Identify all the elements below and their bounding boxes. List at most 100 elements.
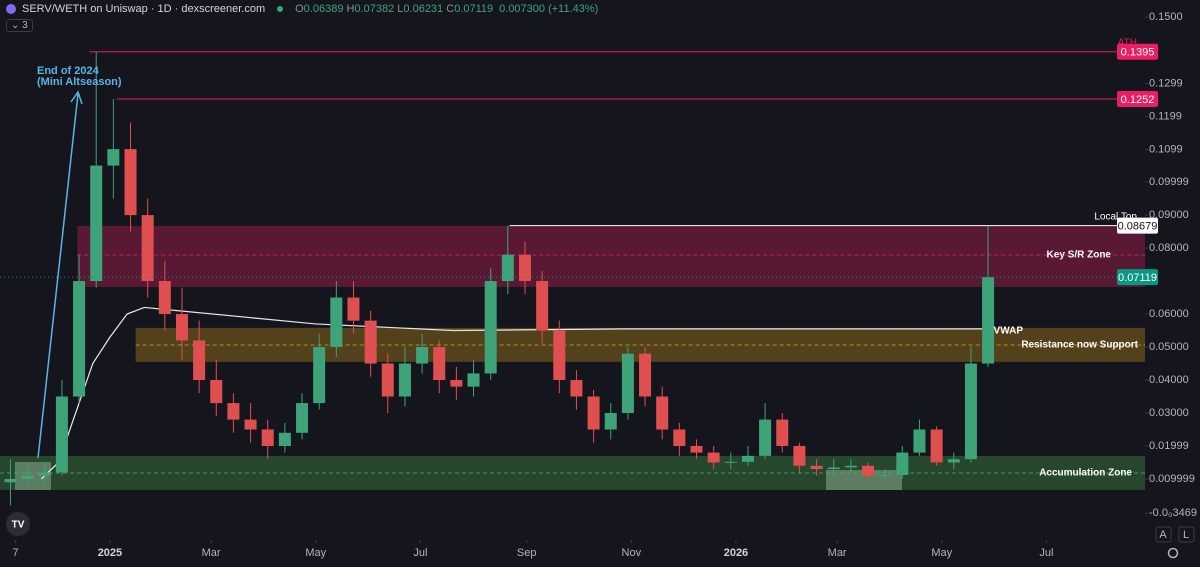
zone [77, 225, 1146, 287]
ohlc-label: O [295, 3, 304, 15]
x-tick-label: 2026 [724, 547, 748, 559]
candle-body [313, 347, 326, 404]
candle-body [55, 396, 68, 473]
auto-button[interactable]: A [1159, 529, 1167, 541]
candle-body [296, 403, 309, 433]
candle-body [227, 403, 240, 420]
settings-icon[interactable] [1167, 547, 1179, 559]
y-tick-label: 0.01999 [1149, 440, 1189, 452]
price-badge-text: 0.1395 [1121, 47, 1155, 59]
candle-body [518, 254, 531, 282]
change: 0.007300 (+11.43%) [499, 3, 599, 15]
tv-logo-text: TV [12, 520, 25, 531]
arrow-head [70, 90, 83, 105]
x-tick-label: Nov [622, 547, 642, 559]
candle-body [896, 452, 909, 476]
candle-body [656, 396, 669, 430]
candle-body [244, 419, 257, 430]
ohlc-label: C [446, 3, 455, 15]
ohlc-label: H [346, 3, 355, 15]
candle-body [175, 314, 188, 341]
candle-body [947, 459, 960, 463]
candle-body [364, 320, 377, 364]
pair-title: SERV/WETH on Uniswap · 1D · dexscreener.… [22, 3, 266, 15]
candle-body [158, 281, 171, 315]
candle-body [810, 465, 823, 470]
y-tick-label: 0.1500 [1149, 11, 1183, 23]
candle-body [433, 347, 446, 381]
y-tick-label: 0.06000 [1149, 308, 1189, 320]
candle-body [38, 472, 51, 476]
price-badge-text: 0.1252 [1121, 94, 1155, 106]
candle-body [570, 380, 583, 397]
candle-body [913, 429, 926, 453]
candle-body [879, 475, 892, 477]
price-badge-text: 0.07119 [1118, 272, 1157, 284]
y-tick-label: 0.03000 [1149, 407, 1189, 419]
candle-body [604, 412, 617, 430]
level-label: ATH [1118, 37, 1137, 48]
tv-logo[interactable] [6, 512, 30, 536]
candle-body [964, 363, 977, 460]
price-badge [1117, 269, 1158, 286]
candle-body [21, 475, 34, 479]
candle-body [4, 478, 17, 483]
candle-body [724, 461, 737, 463]
candle-body [398, 363, 411, 397]
ohlc-value: 0.06389 [303, 3, 344, 15]
candle-body [330, 297, 343, 348]
ohlc-label: L [397, 3, 404, 15]
log-button[interactable]: L [1183, 529, 1189, 541]
candle-body [73, 281, 86, 397]
x-tick-label: May [305, 547, 326, 559]
candle-body [759, 419, 772, 456]
y-tick-label: 0.09000 [1149, 209, 1189, 221]
candle-body [107, 149, 120, 166]
candle-body [141, 215, 154, 282]
candle-body [639, 353, 652, 397]
candle-body [827, 467, 840, 470]
button-frame[interactable] [1155, 526, 1172, 543]
candle-body [553, 330, 566, 381]
candle-body [484, 281, 497, 374]
y-tick-label: 0.04000 [1149, 374, 1189, 386]
candle-body [261, 429, 274, 446]
candle-body [501, 254, 514, 282]
ohlc-value: 0.06231 [403, 3, 444, 15]
candle-body [862, 465, 875, 476]
candle-body [690, 445, 703, 453]
annotation: (Mini Altseason) [37, 76, 122, 88]
highlight-box [826, 470, 902, 490]
x-tick-label: Jul [413, 547, 427, 559]
indicator-count: 3 [22, 20, 28, 31]
candle-body [621, 353, 634, 413]
price-badge [1117, 217, 1158, 234]
x-tick-label: Sep [517, 547, 537, 559]
ohlc-value: 0.07119 [454, 3, 494, 15]
ohlc-value: 0.07382 [354, 3, 395, 15]
x-tick-label: 2025 [98, 547, 122, 559]
candle-body [90, 165, 103, 282]
price-badge [1117, 43, 1158, 60]
candle-body [930, 429, 943, 463]
status-dot [277, 6, 284, 12]
candle-body [776, 419, 789, 446]
price-badge-text: 0.08679 [1118, 221, 1158, 233]
candle-body [124, 149, 137, 216]
x-tick-label: May [931, 547, 952, 559]
y-tick-label: 0.09999 [1149, 176, 1189, 188]
zone-label: Key S/R Zone [1047, 250, 1112, 261]
candle-body [793, 445, 806, 466]
level-label: Local Top [1094, 211, 1137, 222]
button-frame[interactable] [1178, 526, 1195, 543]
header: SERV/WETH on Uniswap · 1D · dexscreener.… [6, 3, 598, 15]
x-tick-label: Mar [202, 547, 221, 559]
candle-body [381, 363, 394, 397]
y-tick-label: 0.009999 [1149, 473, 1195, 485]
indicator-toggle[interactable]: ⌄ 3 [6, 19, 33, 32]
candle-body [193, 340, 206, 381]
arrow [37, 93, 79, 459]
candle-body [587, 396, 600, 430]
